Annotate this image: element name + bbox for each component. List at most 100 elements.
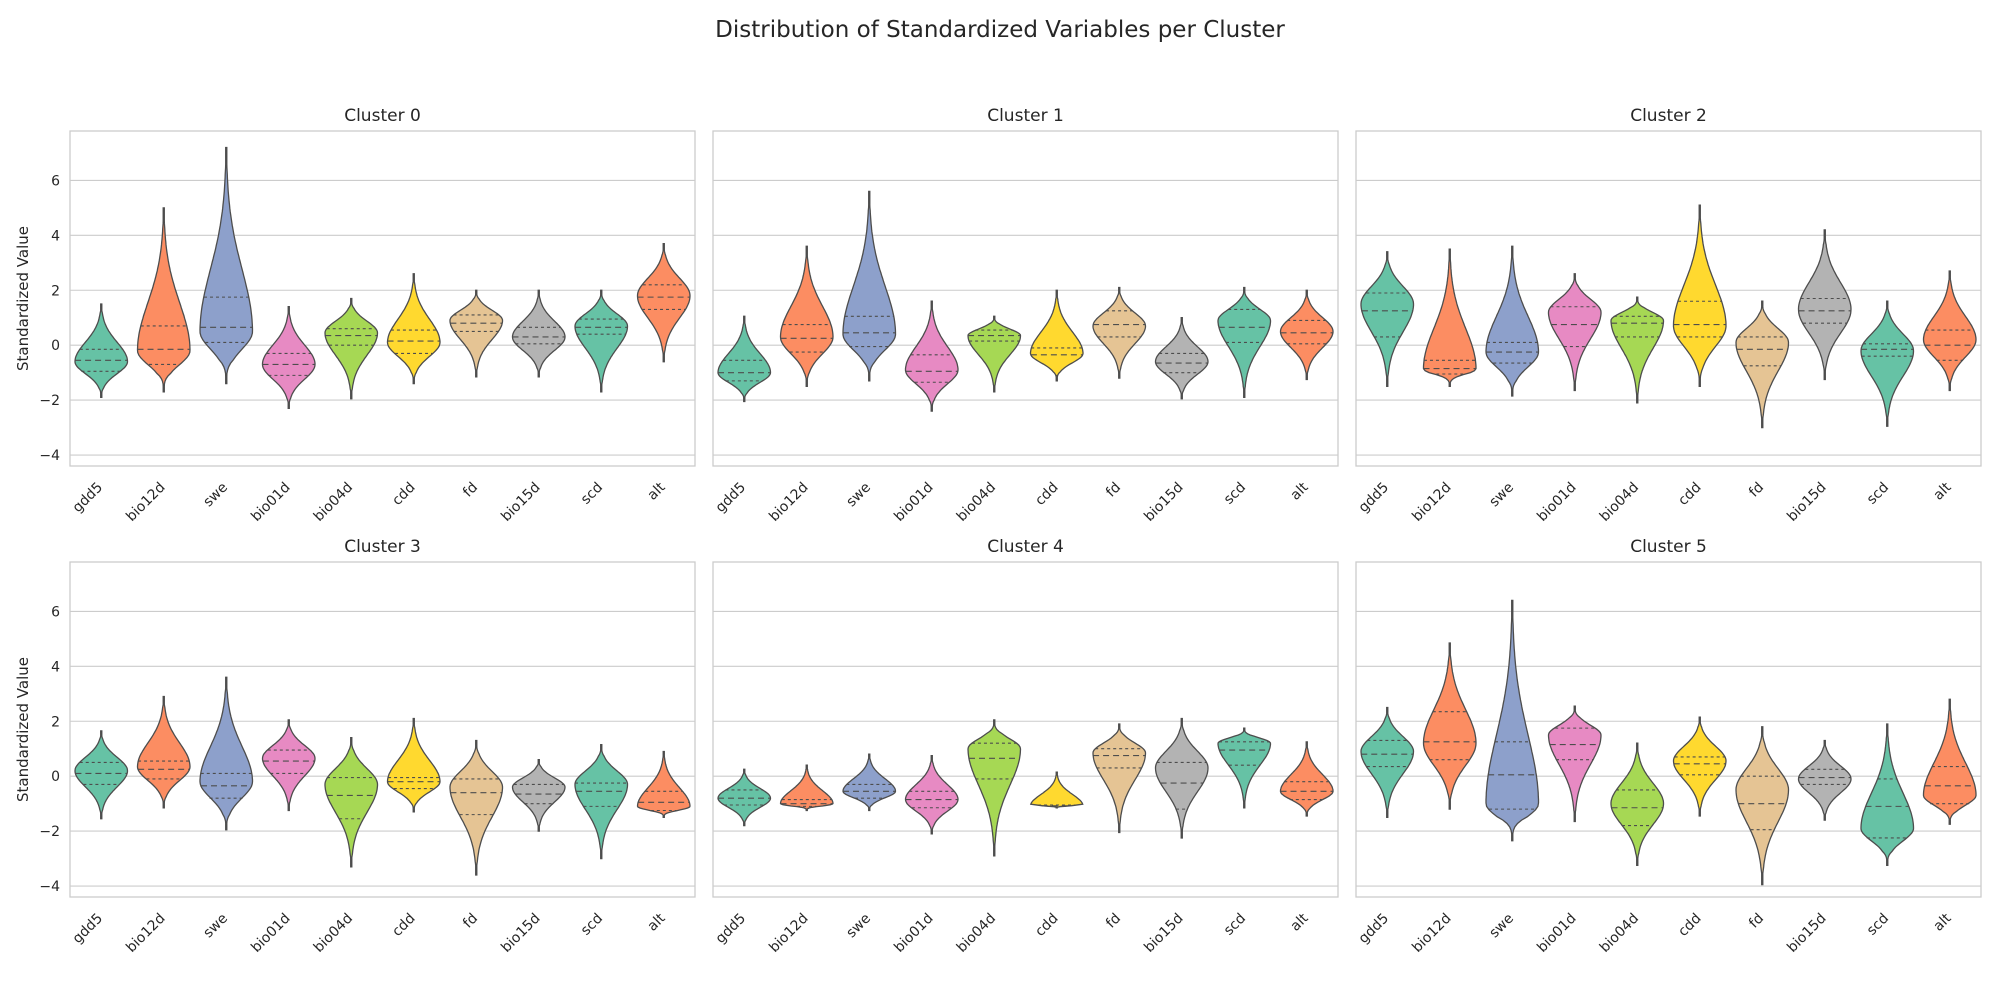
x-tick-label: swe [843,480,874,511]
violin-cdd [1672,716,1727,817]
x-tick-label: swe [1486,480,1517,511]
violin-bio04d [967,719,1022,857]
panel-title: Cluster 0 [344,106,421,126]
x-tick-label: bio04d [311,911,356,956]
panels: Cluster 0 −4 −2 0 2 4 6 Standardized Value gdd5 b… [14,106,1982,956]
x-tick-label: cdd [1032,911,1061,940]
violin-gdd5 [717,315,772,403]
x-tick-label: bio15d [1784,911,1829,956]
x-tick-label: gdd5 [713,480,749,516]
x-tick-label: cdd [1675,480,1704,509]
x-tick-label: bio01d [891,911,936,956]
x-tick-label: bio01d [1534,480,1579,525]
violin-fd [1735,300,1790,429]
violin-swe [1485,599,1540,842]
violin-gdd5 [717,768,772,827]
x-tick-label: gdd5 [70,911,106,947]
x-tick-label: scd [578,911,606,939]
violin-scd [1860,300,1915,427]
x-tick-label: cdd [389,480,418,509]
violin-bio12d [1422,248,1477,388]
x-tick-label: alt [1288,479,1312,503]
x-tick-label: bio04d [1597,911,1642,956]
panel-title: Cluster 4 [987,537,1064,557]
violin-bio12d [136,695,191,809]
y-tick-label: 6 [51,604,60,620]
x-tick-label: gdd5 [713,911,749,947]
violin-bio12d [1422,642,1477,810]
panel-title: Cluster 2 [1630,106,1707,126]
panel-title: Cluster 5 [1630,537,1707,557]
violin-alt [636,750,691,819]
panel-1: Cluster 1 gdd5 bio12d swe bio01d bio04d cdd fd b… [712,106,1339,525]
x-tick-label: cdd [1032,480,1061,509]
violin-bio15d [1797,739,1852,821]
violin-bio12d [779,245,834,388]
axes-frame [69,561,696,898]
violin-bio04d [1610,742,1665,867]
panel-3: Cluster 3 −4 −2 0 2 4 6 Standardized Value gdd5 b… [14,537,696,956]
violin-swe [842,190,897,382]
x-tick-label: swe [200,911,231,942]
violin-scd [574,289,629,393]
x-tick-label: scd [1864,480,1892,508]
y-tick-label: 4 [51,659,60,675]
violin-alt [1279,289,1334,381]
x-tick-label: bio12d [766,911,811,956]
y-tick-label: 4 [51,228,60,244]
violin-cdd [386,717,441,813]
y-tick-label: 0 [51,338,60,354]
x-tick-label: gdd5 [1356,480,1392,516]
panel-title: Cluster 3 [344,537,421,557]
axes-frame [69,130,696,467]
violin-bio01d [261,719,316,812]
violin-fd [1092,286,1147,379]
y-tick-label: 2 [51,283,60,299]
axes-frame [1355,561,1982,898]
violin-bio04d [967,315,1022,393]
axes-frame [712,130,1339,467]
violin-alt [1922,698,1977,825]
violin-scd [574,743,629,860]
x-tick-label: bio01d [248,911,293,956]
x-tick-label: cdd [389,911,418,940]
x-tick-label: gdd5 [70,480,106,516]
panel-4: Cluster 4 gdd5 bio12d swe bio01d bio04d cdd fd b… [712,537,1339,956]
figure-title: Distribution of Standardized Variables p… [715,17,1285,43]
violin-fd [449,739,504,876]
violin-cdd [1029,771,1084,809]
violin-scd [1217,727,1272,809]
x-tick-label: fd [1746,911,1767,932]
x-tick-label: bio15d [1141,911,1186,956]
violin-cdd [1672,204,1727,388]
violin-gdd5 [1360,251,1415,388]
x-tick-label: alt [1288,910,1312,934]
x-tick-label: alt [645,910,669,934]
y-tick-label: −2 [39,824,60,840]
y-tick-label: 0 [51,769,60,785]
x-tick-label: alt [1931,910,1955,934]
violin-alt [1279,741,1334,817]
violin-cdd [386,273,441,385]
violin-bio15d [1797,229,1852,381]
violin-scd [1860,723,1915,867]
axes-frame [712,561,1339,898]
x-tick-label: bio12d [123,911,168,956]
panel-2: Cluster 2 gdd5 bio12d swe bio01d bio04d cdd fd b… [1355,106,1982,525]
x-tick-label: alt [645,479,669,503]
x-tick-label: bio12d [766,480,811,525]
x-tick-label: bio15d [1141,480,1186,525]
x-tick-label: swe [843,911,874,942]
violin-bio12d [136,207,191,393]
violin-fd [1735,726,1790,886]
x-tick-label: bio15d [1784,480,1829,525]
x-tick-label: gdd5 [1356,911,1392,947]
x-tick-label: fd [1103,911,1124,932]
y-tick-label: −2 [39,393,60,409]
x-tick-label: cdd [1675,911,1704,940]
y-tick-label: −4 [39,448,60,464]
y-axis-label: Standardized Value [14,226,32,371]
x-tick-label: fd [1103,480,1124,501]
x-tick-label: bio04d [1597,480,1642,525]
